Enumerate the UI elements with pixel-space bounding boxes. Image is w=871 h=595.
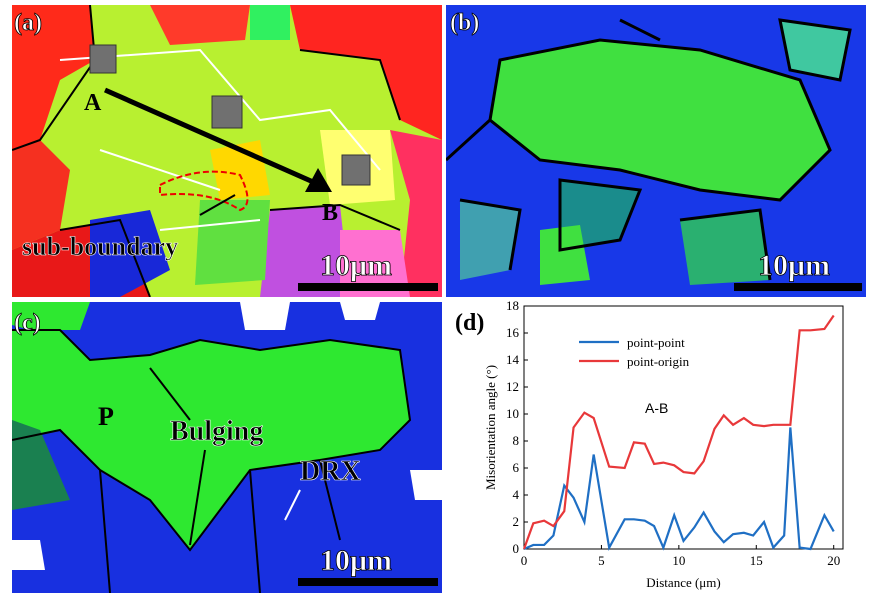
y-tick-label: 6 (513, 460, 520, 475)
page: (a) A B sub-boundary 10μm (b) 10μm (c) P… (0, 0, 871, 595)
line-chart: 0 2 4 6 8 10 12 14 16 18 0 5 10 15 20 Distance (μm) Miso… (483, 298, 843, 590)
panel-label: (b) (450, 10, 479, 36)
panel-label: (c) (14, 310, 41, 336)
legend-label: point-origin (627, 354, 690, 369)
grain-label: P (98, 402, 114, 431)
point-label: A (84, 90, 102, 116)
x-axis-label: Distance (μm) (646, 575, 720, 590)
y-axis-label: Misorientation angle (°) (483, 365, 498, 490)
scale-bar-label: 10μm (758, 249, 830, 282)
annotation: sub-boundary (22, 232, 178, 261)
y-tick-label: 8 (513, 433, 520, 448)
annotation: A-B (645, 400, 668, 416)
annotation: Bulging (170, 416, 263, 447)
panel-label: (a) (14, 10, 42, 36)
figure: (a) A B sub-boundary 10μm (b) 10μm (c) P… (0, 0, 871, 595)
y-tick-label: 2 (513, 514, 520, 529)
annotation: DRX (300, 456, 361, 487)
y-tick-label: 0 (513, 541, 520, 556)
scale-bar-label: 10μm (320, 544, 392, 577)
y-tick-label: 14 (506, 352, 520, 367)
point-label: B (322, 200, 338, 226)
scale-bar-label: 10μm (320, 249, 392, 282)
y-tick-label: 12 (506, 379, 519, 394)
y-tick-label: 16 (506, 325, 520, 340)
legend-label: point-point (627, 335, 685, 350)
x-tick-label: 10 (672, 553, 685, 568)
series-line (524, 315, 834, 549)
x-tick-label: 15 (750, 553, 763, 568)
y-tick-label: 18 (506, 298, 519, 313)
panel-label: (d) (455, 310, 484, 336)
x-tick-label: 0 (521, 553, 528, 568)
x-tick-label: 5 (598, 553, 605, 568)
y-tick-label: 10 (506, 406, 519, 421)
y-tick-label: 4 (513, 487, 520, 502)
x-tick-label: 20 (827, 553, 840, 568)
